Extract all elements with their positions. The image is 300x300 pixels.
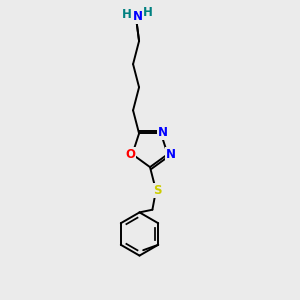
Text: N: N — [158, 126, 168, 139]
Text: N: N — [166, 148, 176, 161]
Text: S: S — [153, 184, 161, 197]
Text: H: H — [142, 6, 152, 19]
Text: O: O — [125, 148, 135, 161]
Text: N: N — [133, 10, 142, 23]
Text: H: H — [122, 8, 131, 21]
